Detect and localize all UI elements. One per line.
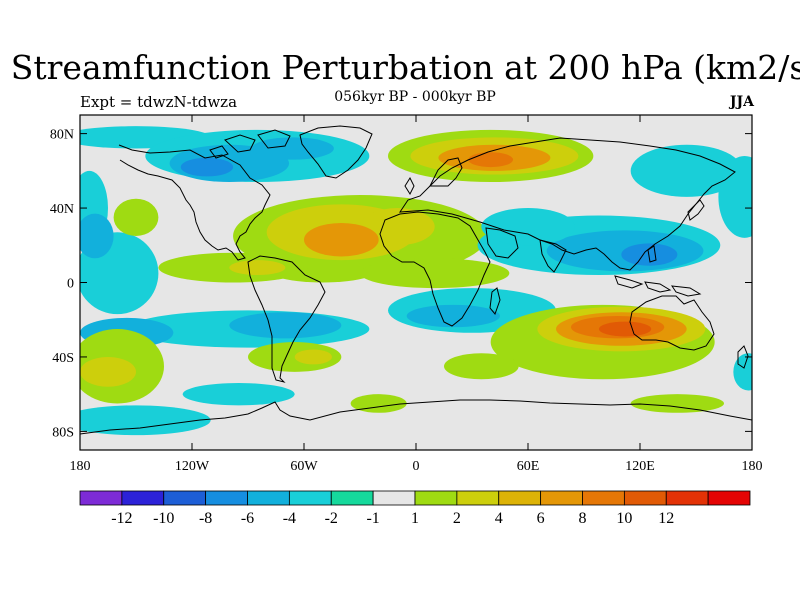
- colorbar-label: -12: [111, 510, 132, 527]
- colorbar-swatch: [414, 490, 458, 506]
- x-tick-label: 0: [413, 459, 420, 474]
- colorbar-swatch: [623, 490, 667, 506]
- colorbar-label: 12: [658, 510, 674, 527]
- longitude-axis: 180 120W 60W 0 60E 120E 180: [70, 115, 763, 474]
- anomaly-region: [182, 383, 295, 406]
- anomaly-contours: [80, 126, 752, 436]
- x-tick-label: 120W: [175, 459, 210, 474]
- coastline-australia: [629, 295, 715, 351]
- coastline-africa: [379, 211, 491, 327]
- coastline-antarctica: [80, 399, 752, 435]
- colorbar-swatch: [163, 490, 207, 506]
- anomaly-region: [598, 321, 652, 337]
- coastline-eurasia: [399, 137, 736, 271]
- y-tick-label: 0: [67, 277, 74, 292]
- x-tick-label: 180: [742, 459, 763, 474]
- anomaly-region: [229, 312, 342, 339]
- colorbar-swatch: [288, 490, 332, 506]
- anomaly-region: [406, 304, 501, 328]
- y-tick-label: 80N: [50, 128, 74, 143]
- period-label: 056kyr BP - 000kyr BP: [334, 89, 496, 105]
- anomaly-region: [80, 405, 211, 436]
- coastline-arabia: [485, 227, 519, 259]
- colorbar-swatch: [707, 490, 751, 506]
- latitude-axis: 80N 40N 0 40S 80S: [50, 128, 752, 440]
- colorbar-label: 1: [411, 510, 419, 527]
- season-label: JJA: [729, 94, 754, 110]
- colorbar-label: -1: [366, 510, 379, 527]
- colorbar: -12 -10 -8 -6 -4 -2 -1 1 2 4 6 8 10 12: [79, 490, 751, 527]
- y-tick-label: 80S: [52, 425, 74, 440]
- colorbar-label: 8: [579, 510, 587, 527]
- colorbar-swatch: [456, 490, 500, 506]
- colorbar-swatch: [205, 490, 248, 506]
- anomaly-region: [229, 260, 286, 276]
- anomaly-region: [251, 137, 334, 160]
- map-plot-area: [79, 114, 753, 451]
- anomaly-region: [80, 356, 136, 387]
- coastline-south-america: [247, 255, 326, 383]
- anomaly-region: [180, 157, 234, 177]
- coastline-india: [539, 239, 567, 273]
- colorbar-label: -2: [325, 510, 338, 527]
- anomaly-region: [80, 213, 114, 259]
- colorbar-swatch: [582, 490, 625, 506]
- anomaly-region: [621, 243, 678, 266]
- coastline-scandinavia: [429, 157, 463, 187]
- colorbar-label: 4: [495, 510, 503, 527]
- anomaly-region: [630, 144, 743, 197]
- colorbar-swatch: [498, 490, 542, 506]
- colorbar-label: -10: [153, 510, 174, 527]
- experiment-label: Expt = tdwzN-tdwza: [80, 93, 238, 111]
- colorbar-label: 2: [453, 510, 461, 527]
- anomaly-region: [304, 222, 379, 257]
- colorbar-label: 10: [616, 510, 632, 527]
- anomaly-region: [630, 394, 724, 413]
- x-tick-label: 120E: [625, 459, 655, 474]
- coastline-japan: [687, 199, 705, 221]
- coastline-arctic-islands: [209, 129, 291, 159]
- colorbar-swatch: [330, 490, 374, 506]
- coastline-greenland: [299, 125, 373, 179]
- colorbar-swatch: [79, 490, 123, 506]
- anomaly-region: [360, 208, 435, 246]
- anomaly-region: [444, 353, 519, 380]
- x-tick-label: 180: [70, 459, 91, 474]
- coastline-north-america: [118, 144, 271, 261]
- colorbar-label: 6: [537, 510, 545, 527]
- anomaly-region: [113, 198, 159, 236]
- colorbar-swatch: [247, 490, 290, 506]
- coastlines: [80, 125, 752, 435]
- colorbar-swatch: [665, 490, 709, 506]
- map-title: Streamfunction Perturbation at 200 hPa (…: [10, 48, 800, 87]
- colorbar-swatch: [540, 490, 583, 506]
- colorbar-label: -6: [241, 510, 254, 527]
- coastline-british-isles: [404, 176, 415, 196]
- coastline-new-zealand: [737, 345, 749, 369]
- colorbar-label: -4: [283, 510, 296, 527]
- x-tick-label: 60E: [517, 459, 540, 474]
- colorbar-swatch: [121, 490, 165, 506]
- anomaly-region: [294, 349, 333, 365]
- anomaly-region: [481, 208, 575, 246]
- anomaly-region: [718, 155, 752, 238]
- y-tick-label: 40N: [50, 202, 74, 217]
- anomaly-region: [468, 152, 514, 168]
- colorbar-swatch: [372, 490, 416, 506]
- anomaly-region: [247, 342, 342, 372]
- coastline-madagascar: [489, 287, 501, 315]
- x-tick-label: 60W: [290, 459, 318, 474]
- anomaly-region: [360, 258, 510, 289]
- colorbar-label: -8: [199, 510, 212, 527]
- anomaly-region: [350, 394, 407, 413]
- y-tick-label: 40S: [52, 351, 74, 366]
- coastline-indonesia: [614, 245, 702, 297]
